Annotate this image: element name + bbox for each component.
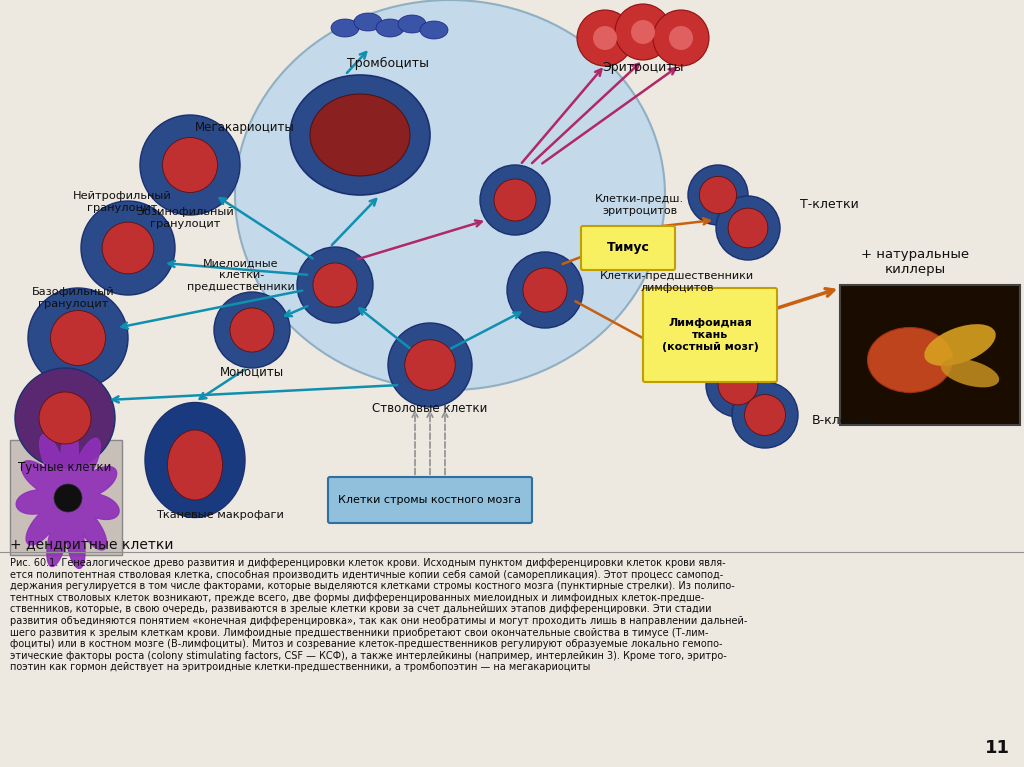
Ellipse shape — [234, 0, 665, 390]
Ellipse shape — [867, 328, 952, 393]
Ellipse shape — [925, 324, 995, 366]
Ellipse shape — [420, 21, 449, 39]
Text: + дендритные клетки: + дендритные клетки — [10, 538, 173, 552]
Circle shape — [494, 179, 536, 221]
Polygon shape — [16, 426, 119, 568]
Circle shape — [140, 115, 240, 215]
Text: Миелоидные
клетки-
предшественники: Миелоидные клетки- предшественники — [187, 258, 295, 291]
Circle shape — [688, 165, 748, 225]
Text: Нейтрофильный
гранулоцит: Нейтрофильный гранулоцит — [73, 191, 172, 212]
Circle shape — [744, 394, 785, 436]
Text: Эозинофильный
гранулоцит: Эозинофильный гранулоцит — [136, 207, 233, 229]
Ellipse shape — [354, 13, 382, 31]
Circle shape — [577, 10, 633, 66]
FancyBboxPatch shape — [328, 477, 532, 523]
Circle shape — [669, 26, 693, 50]
Ellipse shape — [310, 94, 410, 176]
Ellipse shape — [398, 15, 426, 33]
Circle shape — [28, 288, 128, 388]
Text: Мегакариоциты: Мегакариоциты — [196, 121, 295, 134]
Ellipse shape — [168, 430, 222, 500]
Text: Тимус: Тимус — [606, 242, 649, 255]
Circle shape — [297, 247, 373, 323]
Text: + натуральные
киллеры: + натуральные киллеры — [861, 248, 969, 276]
FancyBboxPatch shape — [10, 440, 122, 555]
Text: Лимфоидная
ткань
(костный мозг): Лимфоидная ткань (костный мозг) — [662, 318, 759, 351]
Circle shape — [699, 176, 736, 213]
Text: Базофильный
гранулоцит: Базофильный гранулоцит — [32, 287, 115, 309]
Circle shape — [214, 292, 290, 368]
Circle shape — [15, 368, 115, 468]
Circle shape — [102, 222, 154, 274]
Text: Тканевые макрофаги: Тканевые макрофаги — [156, 510, 284, 520]
Circle shape — [230, 308, 274, 352]
FancyBboxPatch shape — [581, 226, 675, 270]
Text: Тромбоциты: Тромбоциты — [347, 57, 429, 70]
Text: Клетки-предш.
эритроцитов: Клетки-предш. эритроцитов — [595, 194, 684, 216]
Circle shape — [54, 484, 82, 512]
Ellipse shape — [941, 359, 999, 387]
Circle shape — [480, 165, 550, 235]
Text: В-клетки: В-клетки — [812, 413, 871, 426]
Ellipse shape — [331, 19, 359, 37]
Circle shape — [718, 365, 758, 405]
Circle shape — [39, 392, 91, 444]
Text: Клетки-предшественники
лимфоцитов: Клетки-предшественники лимфоцитов — [600, 272, 754, 293]
Text: Эритроциты: Эритроциты — [602, 61, 684, 74]
Circle shape — [593, 26, 617, 50]
Circle shape — [507, 252, 583, 328]
Ellipse shape — [290, 75, 430, 195]
Circle shape — [716, 196, 780, 260]
Text: Рис. 60.1. Генеалогическое древо развития и дифференцировки клеток крови. Исходн: Рис. 60.1. Генеалогическое древо развити… — [10, 558, 748, 673]
Text: Моноциты: Моноциты — [220, 366, 284, 378]
Text: Т-клетки: Т-клетки — [800, 199, 859, 212]
Circle shape — [163, 137, 217, 193]
Circle shape — [404, 340, 456, 390]
FancyBboxPatch shape — [840, 285, 1020, 425]
Circle shape — [523, 268, 567, 312]
Circle shape — [732, 382, 798, 448]
Text: Клетки стромы костного мозга: Клетки стромы костного мозга — [339, 495, 521, 505]
Circle shape — [388, 323, 472, 407]
Ellipse shape — [145, 403, 245, 518]
Circle shape — [313, 263, 357, 307]
FancyBboxPatch shape — [643, 288, 777, 382]
Circle shape — [50, 311, 105, 366]
Circle shape — [706, 353, 770, 417]
Ellipse shape — [376, 19, 404, 37]
Circle shape — [81, 201, 175, 295]
Circle shape — [631, 20, 655, 44]
Text: Стволовые клетки: Стволовые клетки — [373, 401, 487, 414]
Circle shape — [653, 10, 709, 66]
Circle shape — [615, 4, 671, 60]
Text: Тучные клетки: Тучные клетки — [18, 462, 112, 475]
Text: 11: 11 — [985, 739, 1010, 757]
Circle shape — [728, 208, 768, 248]
